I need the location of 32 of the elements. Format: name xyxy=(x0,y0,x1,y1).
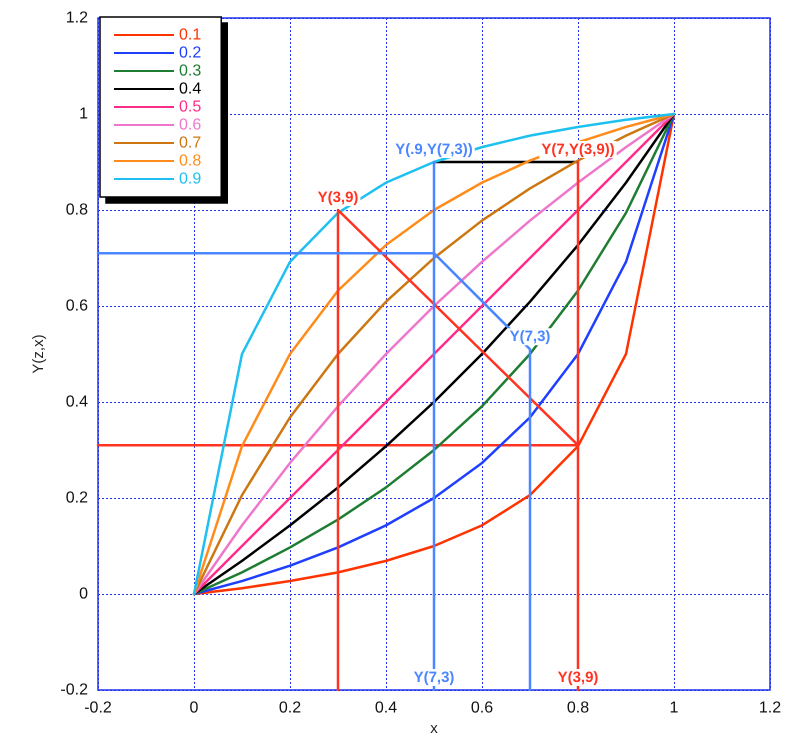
y-tick-label: 0.2 xyxy=(66,490,88,506)
legend-label: 0.7 xyxy=(179,134,202,152)
legend-label: 0.4 xyxy=(179,80,202,98)
data-label: Y(3,9) xyxy=(558,669,598,686)
x-tick-label: 1.2 xyxy=(758,700,782,716)
data-label: Y(.9,Y(7,3)) xyxy=(395,141,473,158)
y-tick-label: 0.4 xyxy=(66,394,88,410)
y-tick-label: 0.8 xyxy=(66,202,88,218)
y-tick-label: -0.2 xyxy=(60,682,88,698)
y-tick-label: 1.2 xyxy=(66,10,88,26)
data-label: Y(7,3) xyxy=(414,669,454,686)
data-label: Y(7,Y(3,9)) xyxy=(541,141,615,158)
x-tick-label: 0.6 xyxy=(470,700,494,716)
legend-label: 0.6 xyxy=(179,116,202,134)
y-tick-label: 0 xyxy=(79,586,88,602)
legend-label: 0.5 xyxy=(179,98,202,116)
y-axis-title: Y(z,x) xyxy=(30,334,47,374)
legend-label: 0.3 xyxy=(179,62,202,80)
legend-label: 0.9 xyxy=(179,170,202,188)
x-tick-label: 0.4 xyxy=(374,700,398,716)
data-label: Y(7,3) xyxy=(510,328,550,346)
legend-label: 0.8 xyxy=(179,152,202,170)
x-tick-label: 0 xyxy=(190,700,199,716)
x-tick-label: 1 xyxy=(670,700,679,716)
data-label: Y(3,9) xyxy=(318,189,358,206)
legend-label: 0.2 xyxy=(179,44,202,62)
y-tick-label: 0.6 xyxy=(66,298,88,314)
legend-label: 0.1 xyxy=(179,26,202,44)
x-tick-label: 0.8 xyxy=(566,700,590,716)
x-axis-title: x xyxy=(430,720,438,737)
x-tick-label: 0.2 xyxy=(278,700,302,716)
y-tick-label: 1 xyxy=(79,106,88,122)
